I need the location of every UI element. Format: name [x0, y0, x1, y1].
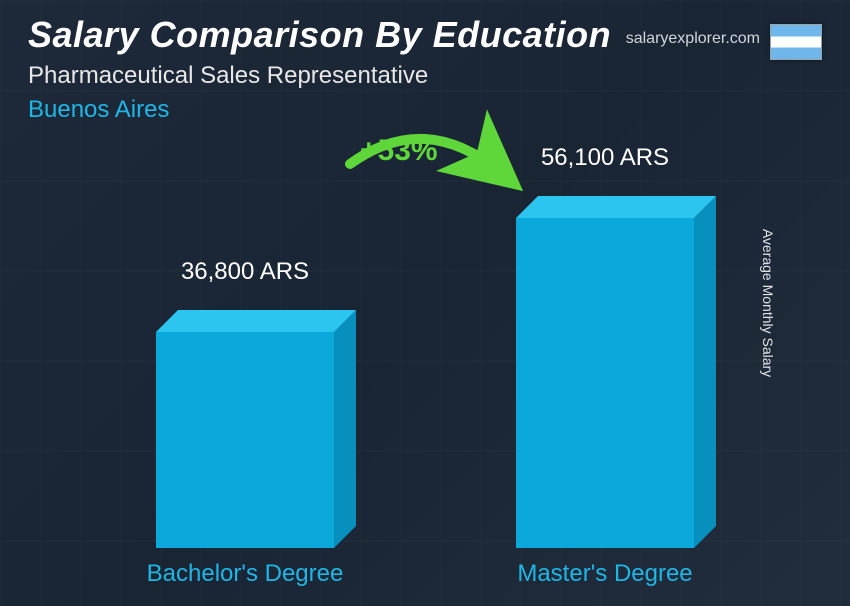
bar-top: [156, 310, 356, 332]
bar-value: 36,800 ARS: [115, 258, 375, 286]
bar-top: [516, 196, 716, 218]
infographic-canvas: Salary Comparison By Education Pharmaceu…: [0, 0, 850, 606]
bar-value: 56,100 ARS: [475, 144, 735, 172]
bar-category-label: Master's Degree: [455, 560, 755, 588]
bar-side: [694, 196, 716, 548]
bar-group: [156, 332, 334, 548]
bar-category-label: Bachelor's Degree: [95, 560, 395, 588]
bar-front: [516, 218, 694, 548]
bar-chart: 36,800 ARSBachelor's Degree56,100 ARSMas…: [0, 140, 850, 548]
bar-front: [156, 332, 334, 548]
bar-side: [334, 310, 356, 548]
bar-group: [516, 218, 694, 548]
